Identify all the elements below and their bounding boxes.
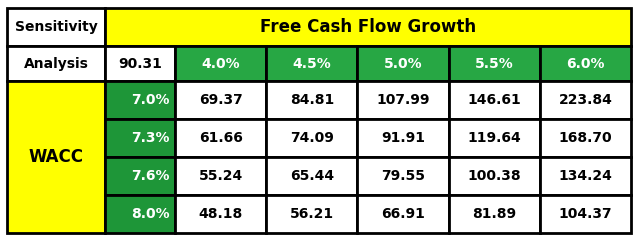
Text: 100.38: 100.38 — [468, 169, 521, 183]
Text: 168.70: 168.70 — [559, 131, 612, 145]
Bar — [448, 157, 540, 195]
Text: 5.5%: 5.5% — [475, 56, 513, 70]
Bar — [7, 8, 105, 46]
Text: 4.0%: 4.0% — [201, 56, 240, 70]
Text: 84.81: 84.81 — [290, 93, 334, 107]
Text: 81.89: 81.89 — [472, 207, 516, 221]
Text: 4.5%: 4.5% — [292, 56, 331, 70]
Bar — [7, 81, 105, 233]
Bar — [105, 157, 175, 195]
Text: 5.0%: 5.0% — [383, 56, 422, 70]
Bar — [540, 119, 631, 157]
Text: 48.18: 48.18 — [199, 207, 243, 221]
Bar — [266, 119, 357, 157]
Text: 8.0%: 8.0% — [131, 207, 170, 221]
Bar — [266, 46, 357, 81]
Text: Analysis: Analysis — [24, 56, 89, 70]
Bar — [540, 157, 631, 195]
Bar — [357, 157, 448, 195]
Bar — [175, 157, 266, 195]
Bar — [175, 195, 266, 233]
Bar — [105, 46, 175, 81]
Bar — [266, 157, 357, 195]
Text: 56.21: 56.21 — [290, 207, 334, 221]
Bar — [357, 119, 448, 157]
Bar — [540, 81, 631, 119]
Bar — [175, 46, 266, 81]
Bar — [105, 119, 175, 157]
Bar — [448, 46, 540, 81]
Text: 61.66: 61.66 — [199, 131, 243, 145]
Text: 90.31: 90.31 — [118, 56, 162, 70]
Text: 146.61: 146.61 — [468, 93, 521, 107]
Text: 69.37: 69.37 — [199, 93, 243, 107]
Bar — [448, 81, 540, 119]
Bar — [540, 46, 631, 81]
Text: 7.6%: 7.6% — [131, 169, 170, 183]
Text: 65.44: 65.44 — [290, 169, 334, 183]
Bar — [175, 81, 266, 119]
Text: 74.09: 74.09 — [290, 131, 334, 145]
Text: 66.91: 66.91 — [381, 207, 425, 221]
Bar — [175, 119, 266, 157]
Text: 79.55: 79.55 — [381, 169, 425, 183]
Bar — [266, 81, 357, 119]
Text: 134.24: 134.24 — [559, 169, 612, 183]
Bar — [266, 195, 357, 233]
Text: Free Cash Flow Growth: Free Cash Flow Growth — [260, 18, 476, 36]
Bar — [357, 46, 448, 81]
Text: 55.24: 55.24 — [199, 169, 243, 183]
Bar — [105, 195, 175, 233]
Bar — [540, 195, 631, 233]
Text: WACC: WACC — [29, 148, 83, 166]
Bar — [7, 46, 105, 81]
Bar — [448, 119, 540, 157]
Bar — [357, 81, 448, 119]
Text: 104.37: 104.37 — [559, 207, 612, 221]
Bar — [448, 195, 540, 233]
Text: 7.3%: 7.3% — [131, 131, 170, 145]
Bar — [357, 195, 448, 233]
Text: Sensitivity: Sensitivity — [15, 20, 97, 34]
Text: 7.0%: 7.0% — [131, 93, 170, 107]
Bar — [105, 8, 631, 46]
Text: 6.0%: 6.0% — [566, 56, 605, 70]
Text: 91.91: 91.91 — [381, 131, 425, 145]
Text: 107.99: 107.99 — [376, 93, 430, 107]
Text: 119.64: 119.64 — [468, 131, 521, 145]
Text: 223.84: 223.84 — [559, 93, 612, 107]
Bar — [105, 81, 175, 119]
